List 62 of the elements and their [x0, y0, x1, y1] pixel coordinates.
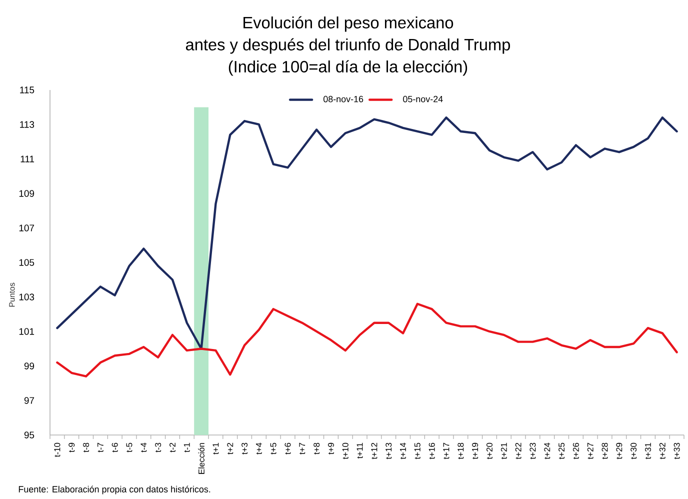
y-tick-label: 101: [19, 328, 34, 335]
text: (Indice 100=al día de la elección): [228, 60, 468, 76]
x-tick-label: t-9: [68, 442, 75, 452]
x-tick-label: t+12: [371, 442, 378, 460]
x-tick-label: t+31: [644, 442, 651, 460]
x-tick-label: t+4: [256, 442, 262, 454]
y-tick-label: 111: [20, 156, 34, 162]
x-tick-label: t+17: [443, 442, 450, 460]
x-tick-label: t+3: [242, 442, 248, 454]
y-tick-label: 99: [24, 362, 34, 370]
x-tick-label: t+16: [428, 442, 435, 460]
x-tick-label: t-2: [170, 442, 176, 452]
x-tick-label: t-6: [112, 442, 118, 452]
x-tick-label: t+19: [472, 442, 478, 460]
x-tick-label: t-5: [126, 442, 132, 452]
x-tick-label: t-4: [140, 442, 147, 452]
chart-title: Evolución del peso mexicano: [244, 16, 454, 32]
x-tick-label: t+30: [630, 442, 637, 460]
x-tick-label: t+5: [270, 442, 276, 454]
x-tick-label: t+20: [486, 442, 492, 460]
x-tick-label: t-8: [83, 442, 90, 452]
x-tick-label: t-3: [155, 442, 162, 452]
x-tick-label: t+29: [616, 442, 622, 460]
y-tick-label: 103: [19, 294, 34, 300]
x-tick-label: t+22: [515, 442, 522, 460]
x-tick-label: t+18: [458, 442, 464, 460]
source-note: Fuente: Elaboración propia con datos históricos.: [18, 486, 210, 494]
y-tick-label: 115: [20, 86, 34, 94]
x-tick-label: t+27: [587, 442, 594, 460]
chart-subtitle: antes y después del triunfo de Donald Trump: [186, 38, 510, 54]
x-tick-label: t+26: [572, 442, 579, 460]
y-tick-label: 107: [19, 224, 34, 232]
line-series: [56, 302, 678, 378]
x-tick-label: Elección: [198, 443, 204, 474]
legend-label: 05-nov-24: [403, 96, 443, 102]
x-tick-label: t-10: [54, 442, 60, 457]
y-tick-label: 113: [20, 121, 34, 128]
y-tick-label: 97: [24, 397, 34, 404]
y-tick-label: 109: [19, 190, 34, 197]
x-tick-label: t+21: [500, 442, 507, 460]
x-tick-label: t+8: [314, 442, 320, 454]
x-tick-label: t+7: [299, 442, 306, 454]
x-tick-label: t+33: [674, 442, 680, 460]
x-tick-label: t+9: [328, 442, 334, 454]
x-tick-label: t+6: [284, 442, 291, 454]
x-tick-label: t-7: [97, 442, 104, 452]
x-tick-label: t+10: [342, 442, 348, 460]
x-tick-label: t+28: [602, 442, 608, 460]
x-tick-label: t+32: [659, 442, 666, 460]
x-tick-label: t+11: [356, 442, 363, 458]
x-tick-label: t+23: [530, 442, 536, 460]
x-tick-label: t+14: [400, 442, 406, 460]
x-tick-label: t+13: [386, 442, 392, 460]
x-tick-label: t+2: [227, 442, 234, 454]
x-tick-label: t+15: [414, 442, 420, 460]
y-tick-label: 105: [19, 259, 34, 266]
y-tick-label: 95: [24, 432, 34, 438]
x-tick-label: t-1: [184, 442, 190, 452]
x-tick-label: t+25: [558, 442, 565, 460]
x-tick-label: t+1: [212, 442, 219, 454]
legend-label: 08-nov-16: [323, 96, 364, 102]
x-tick-label: t+24: [544, 442, 550, 460]
